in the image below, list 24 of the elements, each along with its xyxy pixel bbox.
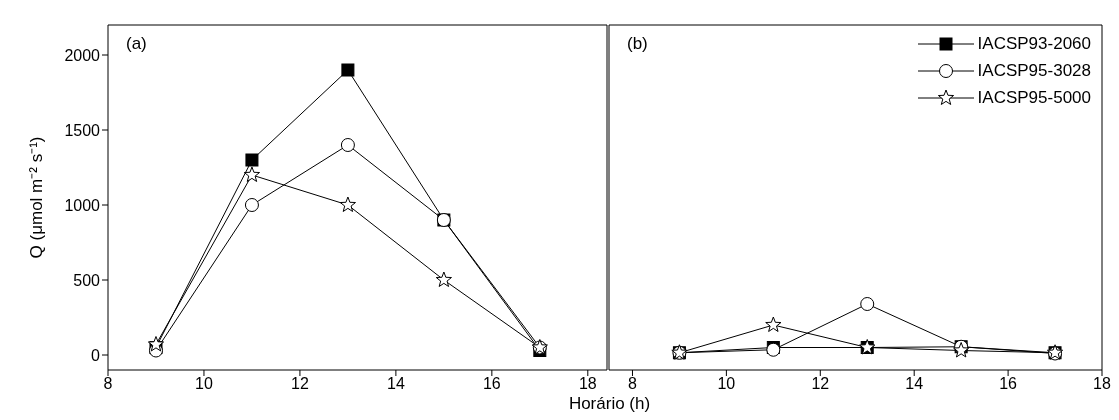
x-tick-label: 18 — [1093, 375, 1111, 393]
x-tick-label: 8 — [103, 375, 113, 393]
annotation: (b) — [627, 34, 648, 54]
y-tick-label: 500 — [73, 271, 101, 289]
x-tick-label: 14 — [386, 375, 405, 393]
x-tick-label: 12 — [291, 375, 309, 393]
y-axis-title: Q (μmol m⁻² s⁻¹) — [27, 136, 47, 259]
x-tick-label: 8 — [628, 375, 638, 393]
x-tick-label: 14 — [905, 375, 924, 393]
annotation: (a) — [126, 34, 147, 54]
x-tick-label: 12 — [811, 375, 830, 393]
y-tick-label: 2000 — [64, 46, 101, 64]
x-tick-label: 10 — [717, 375, 736, 393]
y-tick-label: 1500 — [64, 121, 101, 139]
legend-label: IACSP93-2060 — [977, 33, 1091, 54]
y-tick-label: 0 — [91, 346, 101, 364]
x-axis-title: Horário (h) — [567, 394, 652, 414]
x-tick-label: 10 — [195, 375, 213, 393]
x-tick-label: 16 — [482, 375, 501, 393]
legend-label: IACSP95-3028 — [977, 60, 1091, 81]
x-tick-label: 16 — [999, 375, 1018, 393]
y-tick-label: 1000 — [64, 196, 101, 214]
legend-label: IACSP95-5000 — [977, 87, 1091, 108]
x-tick-label: 18 — [578, 375, 597, 393]
